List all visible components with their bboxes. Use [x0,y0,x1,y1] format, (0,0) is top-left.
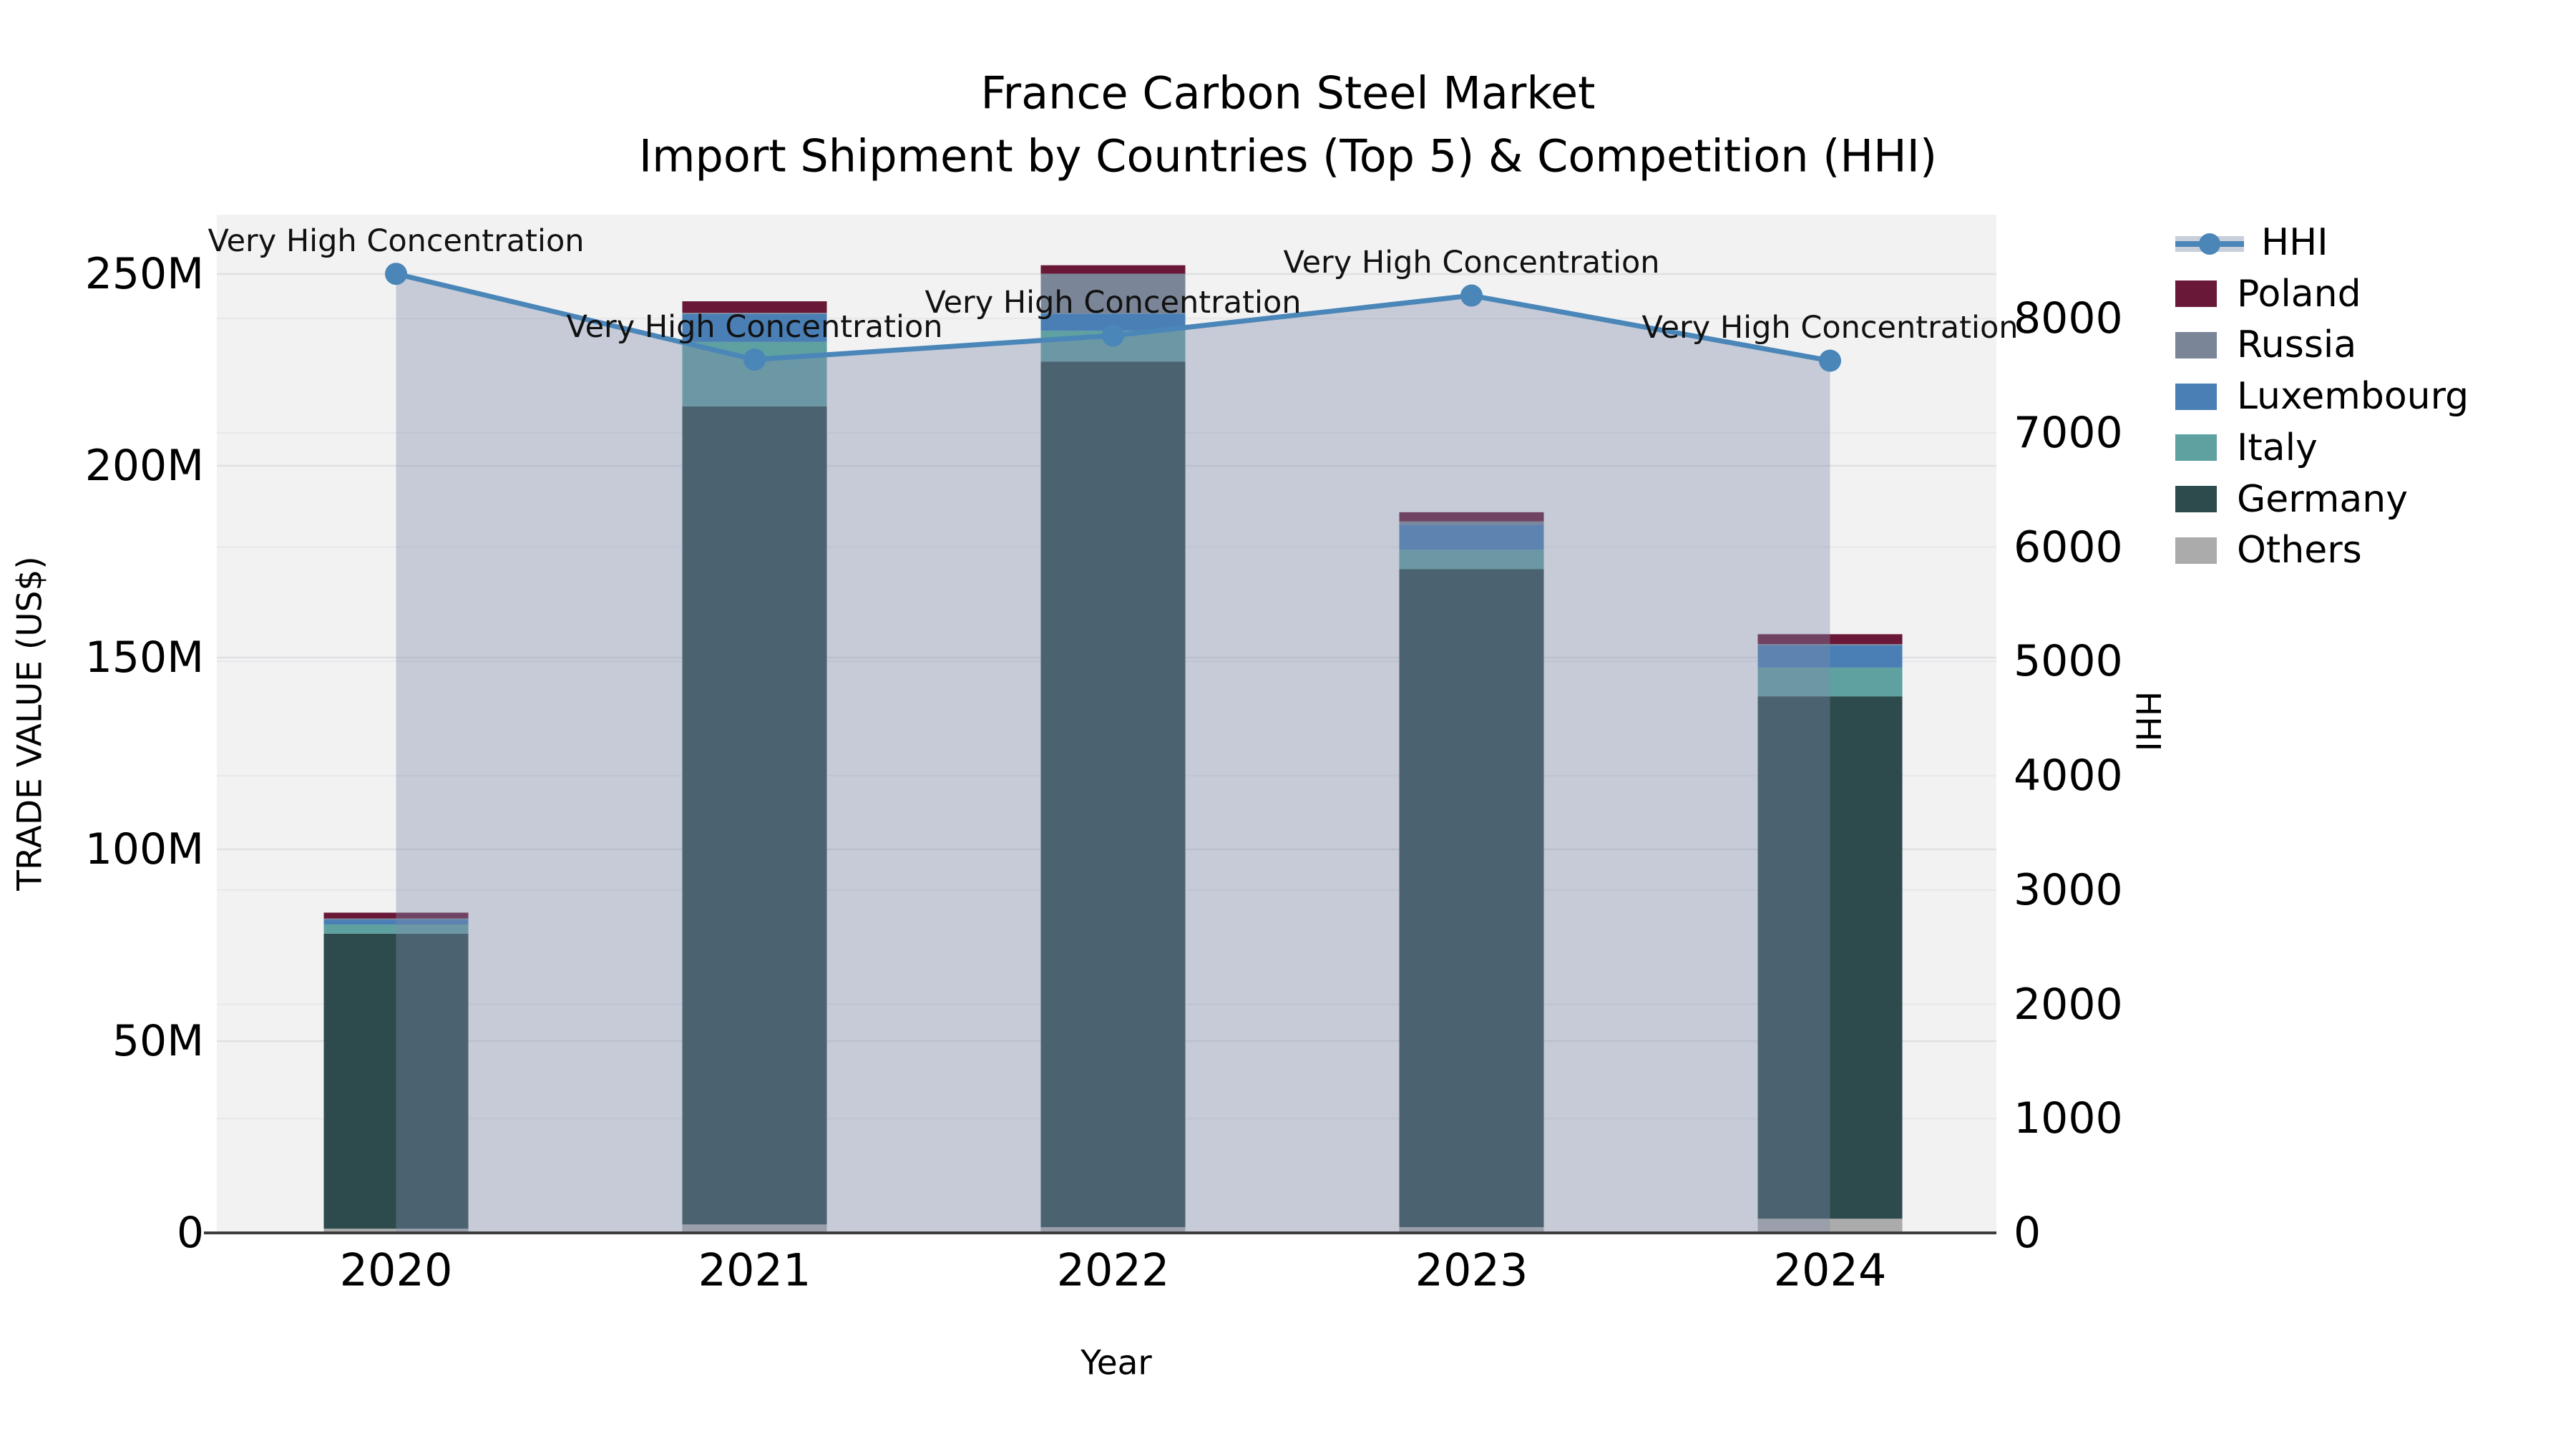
bar-segment-germany-2024 [1757,696,1903,1219]
chart-title: France Carbon Steel Market [980,67,1596,119]
bar-segment-poland-2021 [682,301,827,313]
legend-label-poland: Poland [2237,272,2361,316]
hhi-marker-2024 [1819,349,1841,372]
legend-item-others: Others [2175,525,2362,576]
bar-segment-germany-2020 [323,933,469,1229]
bar-segment-luxembourg-2023 [1399,525,1544,550]
annotation-2021: Very High Concentration [566,308,943,345]
y-right-tick-6000: 6000 [2014,522,2123,572]
bar-segment-luxembourg-2021 [682,313,827,342]
bar-segment-russia-2022 [1040,273,1186,314]
hhi-line-icon [2175,230,2244,256]
x-tick-2022: 2022 [1056,1244,1170,1297]
y-right-tick-1000: 1000 [2014,1093,2123,1144]
bar-segment-russia-2021 [682,313,827,314]
bar-segment-germany-2023 [1399,569,1544,1227]
annotation-2024: Very High Concentration [1641,310,2019,346]
legend-item-hhi: HHI [2175,217,2328,268]
bar-segment-russia-2023 [1399,521,1544,525]
bar-segment-russia-2020 [323,918,469,920]
y-right-tick-8000: 8000 [2014,293,2123,343]
x-axis-title: Year [1080,1343,1152,1383]
chart-subtitle: Import Shipment by Countries (Top 5) & C… [638,130,1938,182]
x-tick-2023: 2023 [1415,1244,1528,1297]
y-axis-left-title: TRADE VALUE (US$) [10,556,50,891]
bar-segment-italy-2024 [1757,667,1903,697]
bar-segment-others-2023 [1399,1226,1544,1233]
y-right-tick-5000: 5000 [2014,636,2123,687]
legend-label-hhi: HHI [2261,221,2328,264]
legend-swatch-others [2175,537,2217,564]
legend-item-poland: Poland [2175,268,2361,320]
y-left-tick-100M: 100M [84,824,204,874]
y-left-tick-150M: 150M [84,633,204,683]
bar-segment-others-2020 [323,1229,469,1233]
legend-label-russia: Russia [2237,323,2357,367]
bar-segment-poland-2024 [1757,634,1903,645]
bar-segment-italy-2023 [1399,550,1544,570]
bar-segment-poland-2020 [323,912,469,919]
legend-label-germany: Germany [2237,477,2409,521]
legend-item-italy: Italy [2175,422,2318,474]
hhi-area-fill [396,273,1830,1233]
y-left-tick-250M: 250M [84,249,204,299]
bar-segment-luxembourg-2020 [323,919,469,925]
annotation-2023: Very High Concentration [1283,245,1660,281]
y-left-tick-50M: 50M [112,1016,204,1066]
x-tick-2020: 2020 [339,1244,453,1297]
legend-swatch-germany [2175,486,2217,512]
y-axis-right-title: HHI [2127,691,2167,752]
bar-segment-poland-2023 [1399,512,1544,522]
legend-item-luxembourg: Luxembourg [2175,371,2469,422]
bar-segment-germany-2022 [1040,361,1186,1227]
bar-segment-italy-2020 [323,924,469,934]
legend-label-luxembourg: Luxembourg [2237,375,2469,419]
legend-label-others: Others [2237,529,2362,572]
bar-segment-others-2024 [1757,1219,1903,1233]
x-tick-2021: 2021 [698,1244,811,1297]
bar-segment-germany-2021 [682,406,827,1225]
legend-item-russia: Russia [2175,319,2356,371]
legend-label-italy: Italy [2237,426,2318,469]
legend-swatch-russia [2175,331,2217,358]
annotation-2022: Very High Concentration [924,284,1302,321]
hhi-marker-2021 [743,348,766,371]
y-right-tick-3000: 3000 [2014,864,2123,915]
y-right-tick-7000: 7000 [2014,407,2123,458]
legend-swatch-italy [2175,434,2217,462]
bar-segment-luxembourg-2024 [1757,645,1903,668]
y-right-tick-0: 0 [2014,1208,2041,1258]
y-left-tick-200M: 200M [84,441,204,491]
hhi-marker-2020 [385,263,407,286]
hhi-marker-2022 [1102,324,1124,347]
y-right-tick-2000: 2000 [2014,979,2123,1030]
bar-segment-others-2021 [682,1224,827,1233]
legend-swatch-luxembourg [2175,383,2217,410]
bar-segment-others-2022 [1040,1226,1186,1233]
hhi-marker-2023 [1460,284,1483,307]
bar-segment-poland-2022 [1040,265,1186,274]
bar-segment-russia-2024 [1757,644,1903,645]
y-left-tick-0: 0 [176,1208,204,1258]
legend-item-germany: Germany [2175,474,2408,525]
annotation-2020: Very High Concentration [208,223,585,259]
legend-swatch-poland [2175,280,2217,308]
x-tick-2024: 2024 [1773,1244,1887,1297]
y-right-tick-4000: 4000 [2014,751,2123,801]
